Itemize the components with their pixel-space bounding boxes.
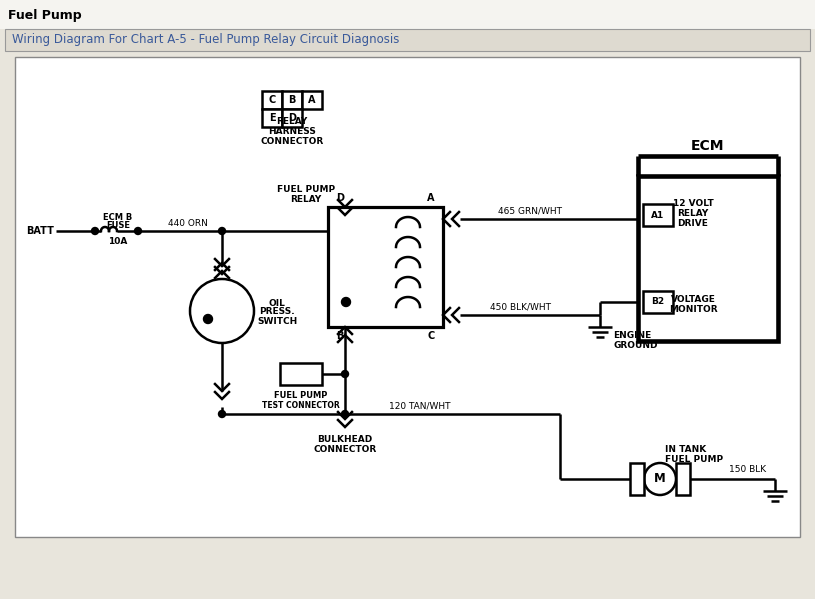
Text: 150 BLK: 150 BLK <box>729 465 767 474</box>
Text: Wiring Diagram For Chart A-5 - Fuel Pump Relay Circuit Diagnosis: Wiring Diagram For Chart A-5 - Fuel Pump… <box>12 34 399 47</box>
Text: C: C <box>427 331 434 341</box>
Text: OIL: OIL <box>269 298 285 307</box>
Circle shape <box>190 279 254 343</box>
Text: B2: B2 <box>651 298 664 307</box>
Text: 12 VOLT: 12 VOLT <box>672 199 713 208</box>
Text: DRIVE: DRIVE <box>677 219 708 228</box>
Text: 120 TAN/WHT: 120 TAN/WHT <box>390 401 451 410</box>
Text: M: M <box>654 473 666 486</box>
Text: CONNECTOR: CONNECTOR <box>260 137 324 146</box>
Text: GROUND: GROUND <box>613 340 658 349</box>
Text: BULKHEAD: BULKHEAD <box>317 435 372 444</box>
Text: 450 BLK/WHT: 450 BLK/WHT <box>490 302 550 311</box>
Circle shape <box>91 228 99 234</box>
Circle shape <box>341 371 349 377</box>
Bar <box>262 91 282 109</box>
Text: C: C <box>268 95 275 105</box>
Bar <box>676 463 690 495</box>
Bar <box>638 176 778 341</box>
Text: RELAY: RELAY <box>276 116 307 126</box>
Bar <box>5 29 810 51</box>
Bar <box>643 291 673 313</box>
Text: B: B <box>289 95 296 105</box>
Text: 465 GRN/WHT: 465 GRN/WHT <box>498 207 562 216</box>
Bar <box>302 91 322 109</box>
Text: FUEL PUMP: FUEL PUMP <box>277 184 335 193</box>
Bar <box>280 363 322 385</box>
Text: RELAY: RELAY <box>290 195 322 204</box>
Circle shape <box>341 410 349 418</box>
Bar <box>282 91 302 109</box>
Text: A1: A1 <box>651 210 664 219</box>
Text: PRESS.: PRESS. <box>259 307 295 316</box>
Text: IN TANK: IN TANK <box>665 444 707 453</box>
Text: ECM: ECM <box>691 139 725 153</box>
Text: B: B <box>337 331 344 341</box>
Circle shape <box>644 463 676 495</box>
Bar <box>328 207 443 327</box>
Text: HARNESS: HARNESS <box>268 126 316 135</box>
Text: 10A: 10A <box>108 237 128 247</box>
Text: VOLTAGE: VOLTAGE <box>671 295 716 304</box>
Text: FUSE: FUSE <box>106 220 130 229</box>
Bar <box>643 204 673 226</box>
Circle shape <box>341 298 350 307</box>
Circle shape <box>218 410 226 418</box>
Bar <box>630 463 644 495</box>
Text: A: A <box>427 193 434 203</box>
Text: ECM B: ECM B <box>104 213 133 222</box>
Text: ENGINE: ENGINE <box>613 331 651 340</box>
Text: RELAY: RELAY <box>677 210 708 219</box>
Text: E: E <box>269 113 275 123</box>
Text: A: A <box>308 95 315 105</box>
Text: TEST CONNECTOR: TEST CONNECTOR <box>262 401 340 410</box>
Bar <box>15 57 800 537</box>
Text: MONITOR: MONITOR <box>668 304 717 313</box>
Circle shape <box>204 314 213 323</box>
Text: D: D <box>288 113 296 123</box>
Bar <box>262 109 282 127</box>
Bar <box>282 109 302 127</box>
Text: 440 ORN: 440 ORN <box>168 219 208 228</box>
Text: Fuel Pump: Fuel Pump <box>8 10 82 23</box>
Text: SWITCH: SWITCH <box>257 316 297 325</box>
Text: D: D <box>336 193 344 203</box>
Circle shape <box>218 228 226 234</box>
Text: CONNECTOR: CONNECTOR <box>314 446 377 455</box>
Text: BATT: BATT <box>26 226 54 236</box>
Circle shape <box>134 228 142 234</box>
Text: FUEL PUMP: FUEL PUMP <box>665 455 723 464</box>
Text: FUEL PUMP: FUEL PUMP <box>275 392 328 401</box>
Bar <box>0 0 815 29</box>
